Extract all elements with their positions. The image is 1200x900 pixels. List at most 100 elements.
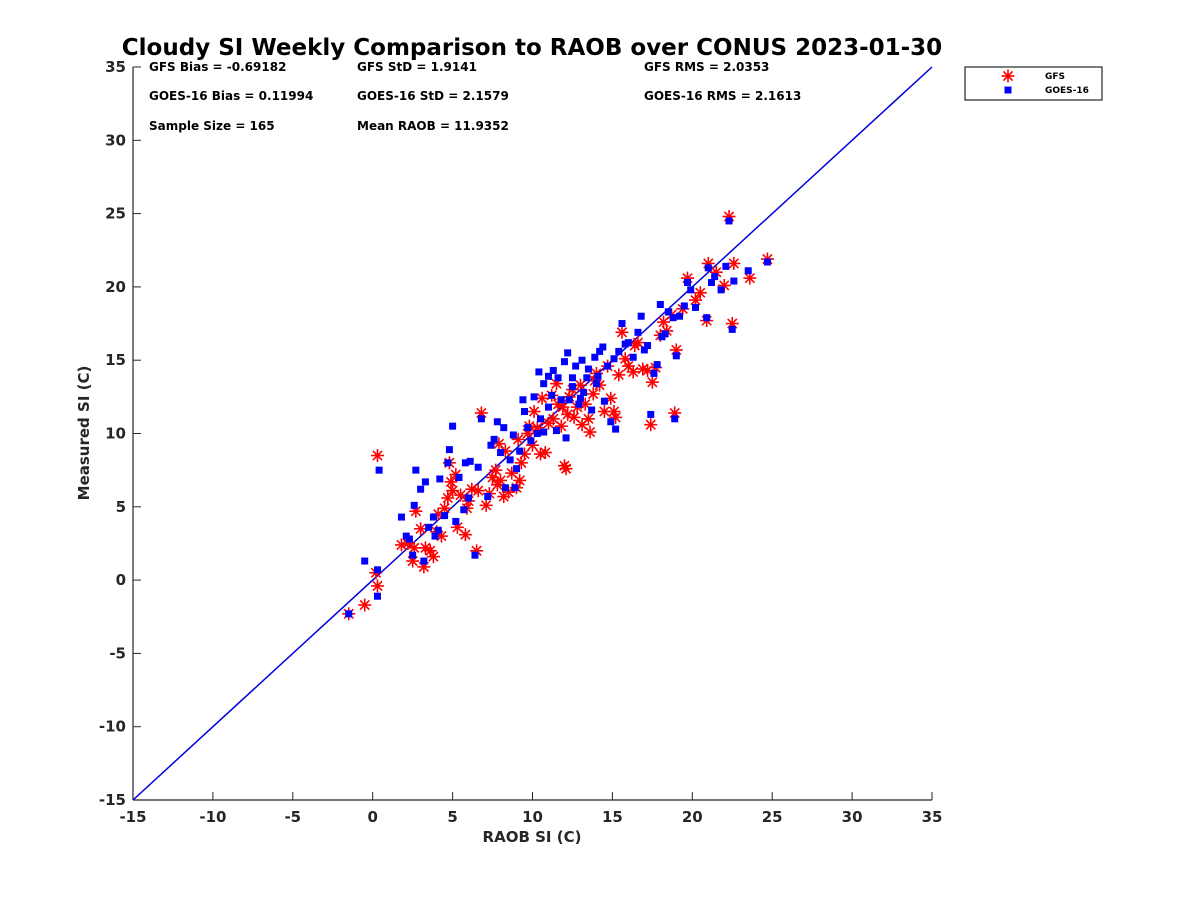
goes16-point bbox=[557, 396, 565, 404]
goes16-point bbox=[397, 513, 405, 521]
goes16-point bbox=[466, 457, 474, 465]
goes16-point bbox=[624, 339, 632, 347]
goes16-point bbox=[728, 325, 736, 333]
chart-title: Cloudy SI Weekly Comparison to RAOB over… bbox=[122, 35, 942, 61]
x-tick-label: 10 bbox=[522, 808, 543, 826]
goes16-point bbox=[594, 372, 602, 380]
gfs-point bbox=[581, 412, 595, 426]
goes16-point bbox=[527, 437, 535, 445]
goes16-point bbox=[591, 353, 599, 361]
goes16-point bbox=[501, 484, 509, 492]
gfs-point bbox=[612, 368, 626, 382]
goes16-point bbox=[680, 302, 688, 310]
goes16-point bbox=[431, 532, 439, 540]
goes16-point bbox=[584, 365, 592, 373]
goes16-point bbox=[599, 343, 607, 351]
goes16-point bbox=[722, 262, 730, 270]
y-tick-label: 35 bbox=[105, 58, 126, 76]
stats-text: GOES-16 Bias = 0.11994 bbox=[149, 89, 313, 103]
goes16-point bbox=[477, 415, 485, 423]
goes16-point bbox=[540, 428, 548, 436]
goes16-point bbox=[540, 380, 548, 388]
goes16-point bbox=[564, 349, 572, 357]
goes16-point bbox=[536, 415, 544, 423]
goes16-point bbox=[530, 393, 538, 401]
gfs-point bbox=[626, 365, 640, 379]
goes16-point bbox=[373, 566, 381, 574]
gfs-point bbox=[444, 475, 458, 489]
goes16-point bbox=[490, 435, 498, 443]
goes16-point bbox=[405, 535, 413, 543]
gfs-point bbox=[426, 550, 440, 564]
gfs-point bbox=[645, 375, 659, 389]
y-axis-label: Measured SI (C) bbox=[75, 366, 93, 501]
gfs-point bbox=[458, 528, 472, 542]
goes16-point bbox=[637, 312, 645, 320]
y-tick-label: 15 bbox=[105, 351, 126, 369]
gfs-point bbox=[471, 484, 485, 498]
y-tick-label: 5 bbox=[116, 498, 126, 516]
goes16-point bbox=[763, 258, 771, 266]
gfs-point bbox=[615, 325, 629, 339]
y-tick-label: 30 bbox=[105, 131, 126, 149]
goes16-point bbox=[634, 328, 642, 336]
goes16-point bbox=[544, 403, 552, 411]
goes16-point bbox=[460, 506, 468, 514]
goes16-point bbox=[707, 279, 715, 287]
goes16-point bbox=[717, 286, 725, 294]
goes16-point bbox=[560, 358, 568, 366]
goes16-point bbox=[600, 397, 608, 405]
goes16-point bbox=[640, 346, 648, 354]
x-axis-label: RAOB SI (C) bbox=[483, 828, 582, 846]
goes16-point bbox=[592, 380, 600, 388]
goes16-point bbox=[575, 400, 583, 408]
goes16-point bbox=[583, 374, 591, 382]
goes16-point bbox=[562, 434, 570, 442]
goes16-point bbox=[580, 388, 588, 396]
gfs-point bbox=[358, 598, 372, 612]
legend-label: GFS bbox=[1045, 72, 1065, 82]
legend-gfs-marker bbox=[1001, 69, 1015, 83]
goes16-point bbox=[568, 383, 576, 391]
x-tick-label: 20 bbox=[682, 808, 703, 826]
goes16-point bbox=[444, 459, 452, 467]
gfs-point bbox=[559, 462, 573, 476]
stats-text: GOES-16 RMS = 2.1613 bbox=[644, 89, 801, 103]
stats-text: GOES-16 StD = 2.1579 bbox=[357, 89, 509, 103]
goes16-point bbox=[691, 303, 699, 311]
goes16-point bbox=[644, 342, 652, 350]
goes16-point bbox=[568, 374, 576, 382]
goes16-point bbox=[511, 484, 519, 492]
goes16-point bbox=[578, 356, 586, 364]
x-tick-label: 5 bbox=[447, 808, 457, 826]
gfs-point bbox=[441, 491, 455, 505]
gfs-point bbox=[609, 410, 623, 424]
gfs-point bbox=[513, 473, 527, 487]
goes16-point bbox=[417, 485, 425, 493]
y-tick-label: 25 bbox=[105, 205, 126, 223]
goes16-point bbox=[604, 362, 612, 370]
stats-text: Sample Size = 165 bbox=[149, 119, 275, 133]
x-tick-label: -10 bbox=[199, 808, 226, 826]
gfs-point bbox=[535, 391, 549, 405]
goes16-point bbox=[506, 456, 514, 464]
gfs-point bbox=[489, 463, 503, 477]
goes16-point bbox=[607, 418, 615, 426]
legend-label: GOES-16 bbox=[1045, 86, 1089, 96]
gfs-point bbox=[454, 488, 468, 502]
goes16-point bbox=[554, 374, 562, 382]
stats-text: Mean RAOB = 11.9352 bbox=[357, 119, 509, 133]
goes16-point bbox=[744, 267, 752, 275]
stats-text: GFS Bias = -0.69182 bbox=[149, 60, 286, 74]
goes16-point bbox=[661, 330, 669, 338]
goes16-point bbox=[516, 447, 524, 455]
goes16-point bbox=[725, 217, 733, 225]
goes16-point bbox=[410, 501, 418, 509]
gfs-point bbox=[586, 387, 600, 401]
y-tick-label: -10 bbox=[99, 718, 126, 736]
goes16-point bbox=[671, 415, 679, 423]
goes16-point bbox=[684, 279, 692, 287]
x-tick-label: -15 bbox=[119, 808, 146, 826]
